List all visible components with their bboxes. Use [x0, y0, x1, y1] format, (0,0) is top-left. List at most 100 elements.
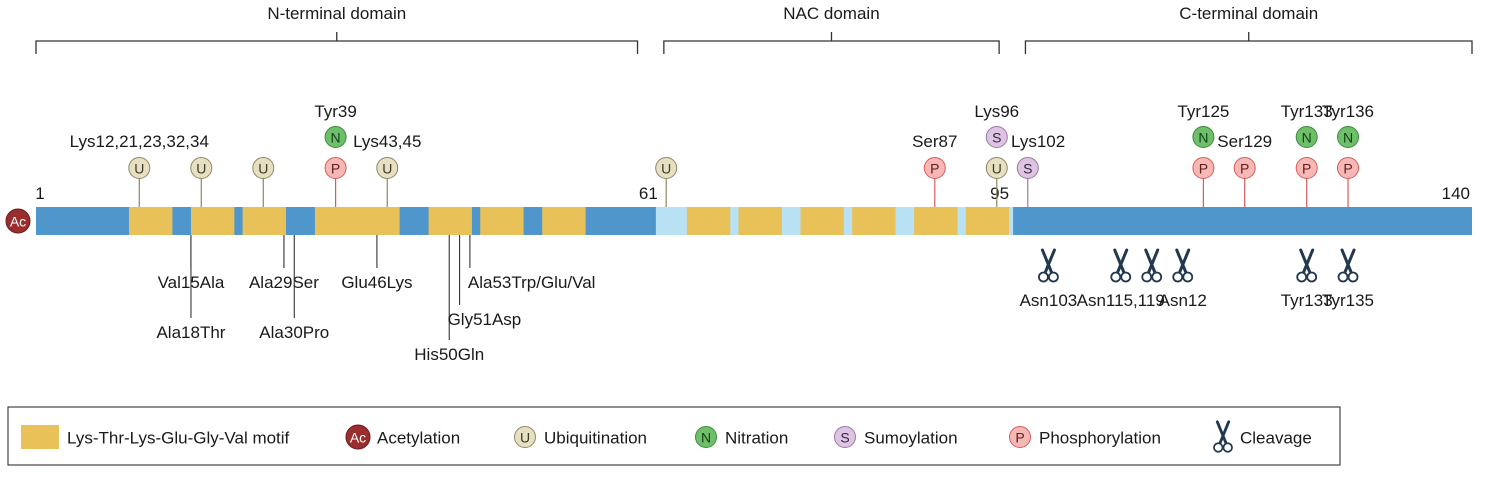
legend-item: S Sumoylation [834, 426, 958, 448]
cleavage-label: Asn103 [1020, 291, 1078, 310]
modification-badge: N [1295, 126, 1318, 148]
modification-badge: P [324, 157, 347, 179]
motif-segment [542, 207, 586, 235]
acetylation-badge: Ac [5, 208, 31, 234]
cleavage-label: Asn115,119 [1077, 291, 1165, 310]
badge-letter: N [1302, 130, 1312, 146]
sequence-bar: 1 61 95 140 Ac [5, 184, 1472, 235]
modification-badge: P [923, 157, 946, 179]
badge-letter: P [1343, 161, 1352, 177]
site-label: Ser87 [912, 132, 957, 151]
cleavage-label: Tyr135 [1322, 291, 1374, 310]
site-label: Lys12,21,23,32,34 [70, 132, 209, 151]
modification-badge: N [324, 126, 347, 148]
cleavage-label: Asn12 [1159, 291, 1207, 310]
domain-bracket: C-terminal domain [1024, 4, 1473, 54]
mutation-label: Ala29Ser [249, 273, 319, 292]
legend-label: Acetylation [377, 429, 460, 448]
badge-letter: U [382, 161, 392, 177]
badge-letter: Ac [10, 214, 26, 230]
mutation-label: Glu46Lys [341, 273, 412, 292]
domain-label: C-terminal domain [1179, 4, 1318, 23]
modification-badge: N [695, 426, 717, 448]
scissors-icon [1038, 248, 1059, 283]
badge-letter: P [1302, 161, 1311, 177]
scissors-icon [1337, 248, 1359, 283]
motif-segment [852, 207, 896, 235]
badge-letter: U [134, 161, 144, 177]
badge-letter: P [1199, 161, 1208, 177]
position-label: 1 [35, 184, 44, 203]
mutation-label: Gly51Asp [448, 310, 522, 329]
mutation-label: Ala30Pro [259, 323, 329, 342]
modification-badge: U [190, 157, 213, 179]
badge-letter: S [840, 430, 849, 446]
badge-letter: U [992, 161, 1002, 177]
modification-badge: U [985, 157, 1008, 179]
modification-badge: U [128, 157, 151, 179]
domain-label: NAC domain [783, 4, 879, 23]
legend-item: U Ubiquitination [514, 426, 647, 448]
legend-item: Cleavage [1213, 420, 1312, 453]
motif-segment [914, 207, 958, 235]
badge-letter: U [196, 161, 206, 177]
scissors-icon [1110, 248, 1132, 283]
motif-segment [738, 207, 782, 235]
legend-label: Lys-Thr-Lys-Glu-Gly-Val motif [67, 429, 290, 448]
domain-label: N-terminal domain [267, 4, 406, 23]
mutation-label: Ala53Trp/Glu/Val [468, 273, 596, 292]
modification-badge: S [985, 126, 1008, 148]
motif-segment [965, 207, 1010, 235]
motif-segment [356, 207, 400, 235]
scissors-icon [1296, 248, 1318, 283]
mutation-markers: Val15AlaAla18ThrAla29SerAla30ProGlu46Lys… [156, 235, 595, 364]
legend-label: Ubiquitination [544, 429, 647, 448]
modification-badge: U [655, 157, 678, 179]
site-label: Tyr136 [1322, 102, 1374, 121]
position-label: 140 [1442, 184, 1470, 203]
motif-segment [428, 207, 472, 235]
scissors-icon [1172, 248, 1194, 283]
badge-letter: N [1198, 130, 1208, 146]
modification-badge: N [1192, 126, 1215, 148]
badge-letter: N [331, 130, 341, 146]
scissors-icon [1213, 420, 1233, 453]
domain-bracket: NAC domain [663, 4, 1000, 54]
motif-segment [480, 207, 524, 235]
badge-letter: P [1240, 161, 1249, 177]
badge-letter: P [331, 161, 340, 177]
badge-letter: U [258, 161, 268, 177]
badge-letter: Ac [350, 430, 366, 446]
modification-badge: U [252, 157, 275, 179]
badge-letter: P [1015, 430, 1024, 446]
legend-label: Nitration [725, 429, 788, 448]
motif-segment [800, 207, 844, 235]
domain-bracket: N-terminal domain [35, 4, 639, 54]
mutation-label: His50Gln [414, 345, 484, 364]
site-label: Tyr39 [314, 102, 357, 121]
motif-segment [686, 207, 731, 235]
legend-box [7, 406, 1341, 466]
modification-badge: U [376, 157, 399, 179]
position-label: 61 [639, 184, 658, 203]
badge-letter: N [701, 430, 711, 446]
legend-label: Phosphorylation [1039, 429, 1161, 448]
legend-label: Cleavage [1240, 429, 1312, 448]
modification-badge: U [514, 426, 536, 448]
acetylation-badge: Ac [345, 424, 371, 450]
legend: Lys-Thr-Lys-Glu-Gly-Val motif Ac Acetylati… [7, 406, 1341, 466]
legend-label: Sumoylation [864, 429, 958, 448]
scissors-icon [1141, 248, 1163, 283]
modification-badge: S [834, 426, 856, 448]
legend-item: N Nitration [695, 426, 788, 448]
legend-motif-swatch [21, 425, 59, 449]
domain-brackets: N-terminal domain NAC domain C-terminal do… [35, 4, 1473, 54]
badge-letter: P [930, 161, 939, 177]
badge-letter: S [1023, 161, 1032, 177]
motif-segment [314, 207, 359, 235]
motif-segment [128, 207, 173, 235]
position-label: 95 [990, 184, 1009, 203]
motif-segment [190, 207, 235, 235]
